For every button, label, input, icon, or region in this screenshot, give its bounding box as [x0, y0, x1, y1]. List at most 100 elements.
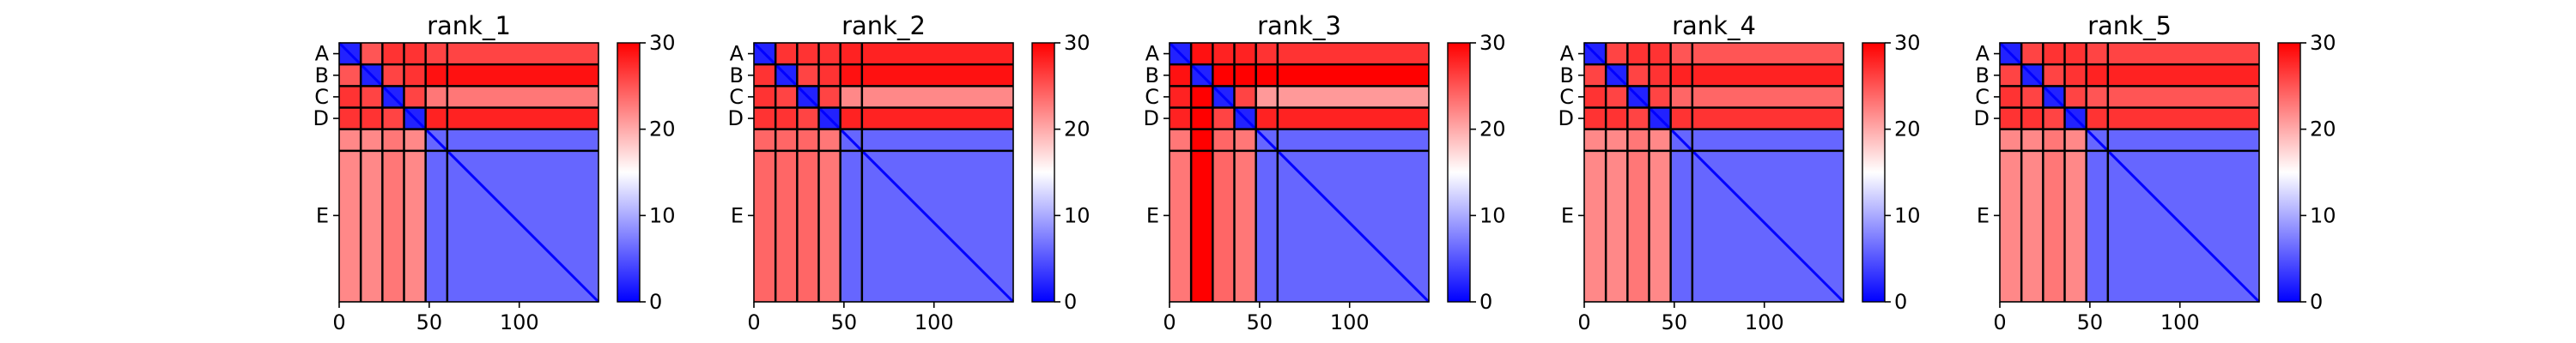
x-tick-label: 50 [831, 310, 858, 334]
colorbar-tick-label: 0 [1064, 290, 1077, 314]
heatmap-cells [754, 43, 1014, 303]
heatmap-cell [754, 129, 776, 152]
chain-label: A [1560, 42, 1575, 66]
x-tick-label: 100 [914, 310, 954, 334]
heatmap-cell [775, 150, 798, 303]
heatmap-cell [2043, 64, 2065, 87]
heatmap-cell [1627, 129, 1649, 152]
heatmap-cell [797, 43, 819, 65]
heatmap-cell [1649, 150, 1672, 303]
heatmap-cell [382, 107, 404, 130]
x-tick-label: 100 [1745, 310, 1784, 334]
panel-title: rank_4 [1672, 11, 1756, 40]
heatmap-cell [339, 129, 361, 152]
heatmap-cell [2021, 150, 2044, 303]
heatmap-cell [1692, 129, 1844, 152]
heatmap-cell [2107, 107, 2260, 130]
colorbar-tick-label: 20 [1479, 117, 1506, 141]
heatmap-cell [361, 150, 383, 303]
heatmap-cell [1234, 64, 1257, 87]
heatmap-cell [1170, 150, 1192, 303]
heatmap-cell [840, 43, 863, 65]
heatmap-cell [447, 43, 599, 65]
colorbar-tick-label: 0 [649, 290, 662, 314]
panel-title: rank_1 [427, 11, 511, 40]
chain-label: B [1560, 63, 1574, 87]
heatmap-cell [1606, 150, 1628, 303]
panel-title: rank_5 [2087, 11, 2172, 40]
chain-label: B [315, 63, 329, 87]
colorbar-tick-label: 0 [1479, 290, 1492, 314]
heatmap-cell [425, 64, 448, 87]
axes-frame [1583, 42, 1844, 303]
heatmap-cell [1234, 129, 1257, 152]
heatmap-cell [1584, 107, 1607, 130]
heatmap-cell [1277, 86, 1430, 108]
x-tick-label: 0 [332, 310, 345, 334]
heatmap-cell [2107, 43, 2260, 65]
colorbar-tick-label: 30 [2310, 31, 2336, 55]
chain-label: E [1561, 203, 1574, 227]
heatmap-cell [447, 86, 599, 108]
heatmap-cell [1606, 43, 1628, 65]
colorbar-tick-label: 10 [649, 203, 676, 227]
heatmap-cell [382, 129, 404, 152]
chain-label: A [1145, 42, 1160, 66]
chain-label: A [315, 42, 330, 66]
heatmap-cell [1670, 64, 1693, 87]
heatmap-cell [1191, 43, 1213, 65]
heatmap-cell [2086, 107, 2109, 130]
heatmap-cell [1170, 129, 1192, 152]
chain-label: D [1974, 106, 1990, 130]
heatmap-cell [2000, 107, 2022, 130]
heatmap-cell [840, 86, 863, 108]
chain-label: D [728, 106, 744, 130]
colorbar [617, 42, 641, 303]
heatmap-cell [339, 64, 361, 87]
heatmap-cell [1234, 86, 1257, 108]
heatmap-cell [1649, 86, 1672, 108]
colorbar-tick-label: 30 [649, 31, 676, 55]
heatmap-cell [840, 64, 863, 87]
heatmap-cell [775, 86, 798, 108]
x-tick-label: 0 [1163, 310, 1176, 334]
heatmap-cell [1255, 43, 1279, 65]
heatmap-cell [404, 64, 427, 87]
heatmap-cell [2043, 43, 2065, 65]
heatmap-cell [840, 150, 863, 303]
heatmap-cell [797, 150, 819, 303]
heatmap-cell [339, 107, 361, 130]
heatmap-cell [1212, 43, 1235, 65]
chain-label: E [316, 203, 329, 227]
heatmap-cell [361, 107, 383, 130]
chain-label: C [729, 85, 744, 109]
chain-label: E [731, 203, 744, 227]
heatmap-cell [425, 86, 448, 108]
heatmap-cell [861, 107, 1014, 130]
axes-frame [338, 42, 599, 303]
x-tick-label: 50 [1662, 310, 1688, 334]
heatmap-cell [1584, 129, 1607, 152]
heatmap-cell [861, 129, 1014, 152]
heatmap-cell [754, 64, 776, 87]
heatmap-cell [818, 129, 841, 152]
heatmap-cell [2086, 43, 2109, 65]
panel-title: rank_2 [841, 11, 926, 40]
heatmap-cell [447, 64, 599, 87]
heatmap-cell [2043, 129, 2065, 152]
heatmap-cell [1627, 150, 1649, 303]
heatmap-cell [775, 107, 798, 130]
heatmap-cell [818, 43, 841, 65]
heatmap-cell [2000, 64, 2022, 87]
heatmap-cell [1255, 86, 1279, 108]
heatmap-cell [1170, 86, 1192, 108]
colorbar [1031, 42, 1055, 303]
heatmap-cell [1670, 86, 1693, 108]
x-tick-label: 100 [500, 310, 539, 334]
chain-label: B [730, 63, 744, 87]
